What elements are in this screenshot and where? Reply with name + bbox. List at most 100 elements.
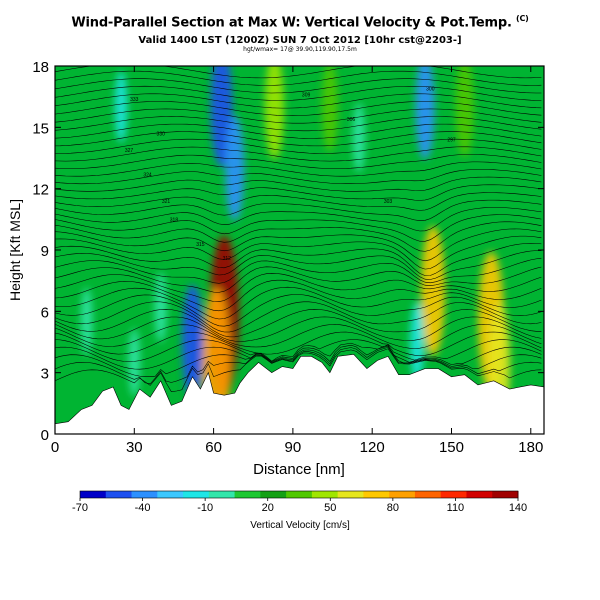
x-tick-label: 60 bbox=[205, 439, 222, 456]
contour-line bbox=[55, 309, 542, 338]
y-tick-label: 15 bbox=[32, 120, 49, 137]
chart-subtitle-2: hgt/wmax= 17@ 39.90,119.90,17.5m bbox=[243, 46, 357, 53]
velocity-feature-down bbox=[154, 272, 167, 343]
colorbar-swatch bbox=[183, 491, 210, 498]
colorbar-swatch bbox=[234, 491, 261, 498]
colorbar-swatch bbox=[105, 491, 133, 498]
contour-line bbox=[55, 146, 542, 162]
colorbar-swatch bbox=[157, 491, 184, 498]
contour-line bbox=[55, 154, 542, 169]
colorbar-tick-label: -40 bbox=[135, 502, 151, 514]
y-axis-label: Height [Kft MSL] bbox=[7, 199, 23, 301]
chart-title-line: Wind-Parallel Section at Max W: Vertical… bbox=[0, 14, 600, 30]
velocity-feature-down bbox=[410, 302, 425, 382]
velocity-feature-down bbox=[225, 115, 245, 221]
x-axis-label: Distance [nm] bbox=[253, 461, 345, 478]
colorbar-tick-label: -10 bbox=[197, 502, 213, 514]
contour-line bbox=[55, 214, 542, 242]
velocity-feature-up bbox=[455, 66, 474, 157]
contour-line bbox=[55, 176, 542, 192]
colorbar-swatch bbox=[440, 491, 467, 498]
colorbar-frame bbox=[79, 490, 519, 499]
velocity-feature-down bbox=[128, 328, 141, 397]
contour-line bbox=[55, 184, 542, 201]
title-mark: (C) bbox=[516, 14, 529, 23]
contour-line bbox=[55, 273, 542, 302]
contour-line bbox=[55, 243, 542, 276]
colorbar-swatch bbox=[311, 491, 339, 498]
contour-label: 324 bbox=[143, 172, 152, 178]
colorbar-swatch bbox=[389, 491, 416, 498]
contour-line bbox=[55, 192, 542, 211]
contour-line bbox=[55, 250, 542, 280]
colorbar-swatch bbox=[337, 491, 364, 498]
contour-line bbox=[55, 66, 542, 79]
contour-line bbox=[55, 199, 542, 221]
y-tick-label: 0 bbox=[41, 427, 49, 444]
colorbar-swatch bbox=[492, 491, 519, 498]
plot-area: 333 330 327 324 321 318 315 312 309 306 303 300 297 bbox=[55, 66, 544, 434]
y-tick-label: 18 bbox=[32, 59, 49, 76]
contour-label: 306 bbox=[347, 117, 356, 123]
axes: 0 30 60 90 120 150 180 0 3 6 9 12 15 18 bbox=[32, 59, 544, 456]
colorbar-tick-label: 140 bbox=[509, 502, 527, 514]
contour-line bbox=[55, 339, 542, 362]
contour-line bbox=[55, 342, 542, 370]
chart-subtitle: Valid 1400 LST (1200Z) SUN 7 Oct 2012 [1… bbox=[138, 35, 462, 46]
contour-line bbox=[55, 207, 542, 232]
contour-line bbox=[55, 286, 542, 320]
y-tick-label: 6 bbox=[41, 304, 49, 321]
contour-label: 327 bbox=[125, 148, 134, 154]
x-tick-label: 120 bbox=[360, 439, 385, 456]
contour-line bbox=[55, 266, 542, 293]
contour-line bbox=[55, 101, 542, 116]
contour-label: 318 bbox=[170, 217, 179, 223]
contour-labels: 333 330 327 324 321 318 315 312 309 306 303 300 297 bbox=[125, 87, 456, 263]
contour-line bbox=[55, 294, 542, 327]
velocity-feature-down bbox=[114, 70, 128, 143]
contour-label: 315 bbox=[196, 242, 205, 248]
velocity-feature-up bbox=[321, 66, 338, 152]
velocity-feature-up bbox=[264, 66, 284, 160]
chart-title: Wind-Parallel Section at Max W: Vertical… bbox=[71, 15, 512, 31]
velocity-feature-down bbox=[415, 66, 435, 160]
colorbar-swatch bbox=[131, 491, 158, 498]
colorbar-tick-label: -70 bbox=[72, 502, 88, 514]
contour-line bbox=[55, 347, 542, 385]
contour-line bbox=[55, 228, 542, 262]
contour-label: 297 bbox=[447, 138, 456, 144]
contour-line bbox=[55, 344, 542, 377]
potential-temperature-contours bbox=[55, 66, 542, 392]
colorbar-tick-label: 50 bbox=[324, 502, 336, 514]
colorbar-swatch bbox=[414, 491, 442, 498]
terrain-mask bbox=[55, 353, 544, 434]
contour-line bbox=[55, 279, 542, 312]
colorbar-swatch bbox=[286, 491, 313, 498]
contour-line bbox=[55, 138, 542, 154]
contour-line bbox=[55, 331, 542, 356]
x-tick-label: 180 bbox=[518, 439, 543, 456]
y-tick-label: 9 bbox=[41, 243, 49, 260]
y-tick-label: 3 bbox=[41, 366, 49, 383]
colorbar-label: Vertical Velocity [cm/s] bbox=[250, 520, 350, 531]
contour-line bbox=[55, 235, 542, 270]
contour-line bbox=[55, 348, 542, 392]
colorbar-swatch bbox=[260, 491, 287, 498]
contour-label: 303 bbox=[384, 199, 393, 205]
contour-line bbox=[55, 257, 542, 284]
contour-label: 309 bbox=[302, 93, 311, 99]
x-tick-label: 90 bbox=[285, 439, 302, 456]
contour-line bbox=[55, 116, 542, 132]
velocity-feature-down bbox=[352, 102, 365, 173]
colorbar-swatch bbox=[466, 491, 493, 498]
contour-line bbox=[55, 221, 542, 252]
contour-line bbox=[55, 161, 542, 177]
velocity-feature-up bbox=[420, 225, 445, 356]
contour-line bbox=[55, 169, 542, 185]
contour-line bbox=[55, 131, 542, 147]
contour-line bbox=[55, 316, 542, 342]
y-tick-label: 12 bbox=[32, 182, 49, 199]
x-tick-label: 0 bbox=[51, 439, 59, 456]
contour-line bbox=[55, 108, 542, 124]
